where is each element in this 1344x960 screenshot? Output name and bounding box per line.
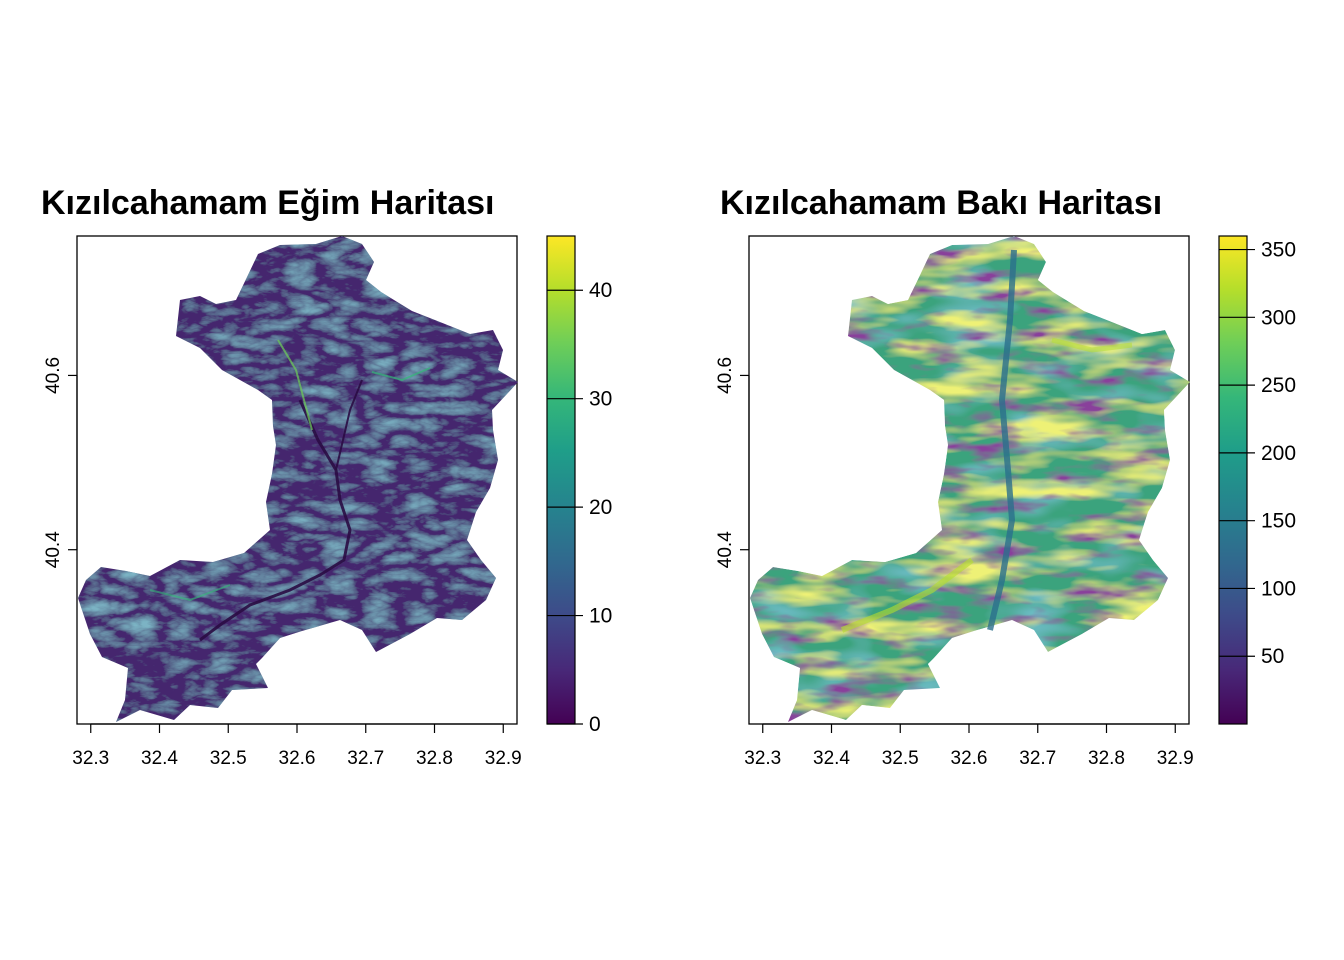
color-legend: 50 100 150 200 250 300 350 [1218, 235, 1296, 725]
legend-tick-label: 300 [1261, 306, 1296, 329]
district-raster [750, 236, 1190, 722]
legend-tick-label: 10 [589, 605, 612, 628]
x-tick-label: 32.4 [813, 748, 850, 769]
x-tick-label: 32.9 [485, 748, 522, 769]
legend-tick-label: 20 [589, 496, 612, 519]
legend-colorbar [1218, 235, 1248, 725]
legend-tick-label: 350 [1261, 239, 1296, 262]
x-tick-label: 32.5 [882, 748, 919, 769]
x-tick-label: 32.3 [72, 748, 109, 769]
aspect-map-panel: Kızılcahamam Bakı Haritası 32.3 32.4 32.5 3… [715, 184, 1296, 769]
y-axis: 40.4 40.6 [715, 357, 750, 568]
legend-tick-label: 250 [1261, 374, 1296, 397]
y-tick-label: 40.6 [715, 357, 736, 394]
legend-tick-label: 30 [589, 388, 612, 411]
x-tick-label: 32.8 [1088, 748, 1125, 769]
y-axis: 40.4 40.6 [43, 357, 78, 568]
color-legend: 0 10 20 30 40 [546, 235, 612, 736]
y-tick-label: 40.4 [43, 531, 64, 568]
x-tick-label: 32.7 [347, 748, 384, 769]
legend-tick-label: 0 [589, 713, 601, 736]
legend-tick-label: 40 [589, 279, 612, 302]
legend-tick-label: 100 [1261, 577, 1296, 600]
legend-colorbar [546, 235, 576, 725]
y-tick-label: 40.4 [715, 531, 736, 568]
panel-title: Kızılcahamam Bakı Haritası [720, 184, 1162, 222]
x-tick-label: 32.6 [279, 748, 316, 769]
y-tick-label: 40.6 [43, 357, 64, 394]
x-tick-label: 32.8 [416, 748, 453, 769]
x-tick-label: 32.3 [744, 748, 781, 769]
slope-map-panel: Kızılcahamam Eğim Haritası 32.3 32.4 32.5 3… [41, 184, 612, 769]
x-tick-label: 32.7 [1019, 748, 1056, 769]
panel-title: Kızılcahamam Eğim Haritası [41, 184, 495, 222]
x-tick-label: 32.6 [951, 748, 988, 769]
x-tick-label: 32.9 [1157, 748, 1194, 769]
x-axis: 32.3 32.4 32.5 32.6 32.7 32.8 32.9 [72, 723, 522, 769]
legend-tick-label: 150 [1261, 510, 1296, 533]
district-raster [78, 236, 518, 722]
x-axis: 32.3 32.4 32.5 32.6 32.7 32.8 32.9 [744, 723, 1194, 769]
x-tick-label: 32.4 [141, 748, 178, 769]
legend-tick-label: 50 [1261, 645, 1284, 668]
x-tick-label: 32.5 [210, 748, 247, 769]
legend-tick-label: 200 [1261, 442, 1296, 465]
